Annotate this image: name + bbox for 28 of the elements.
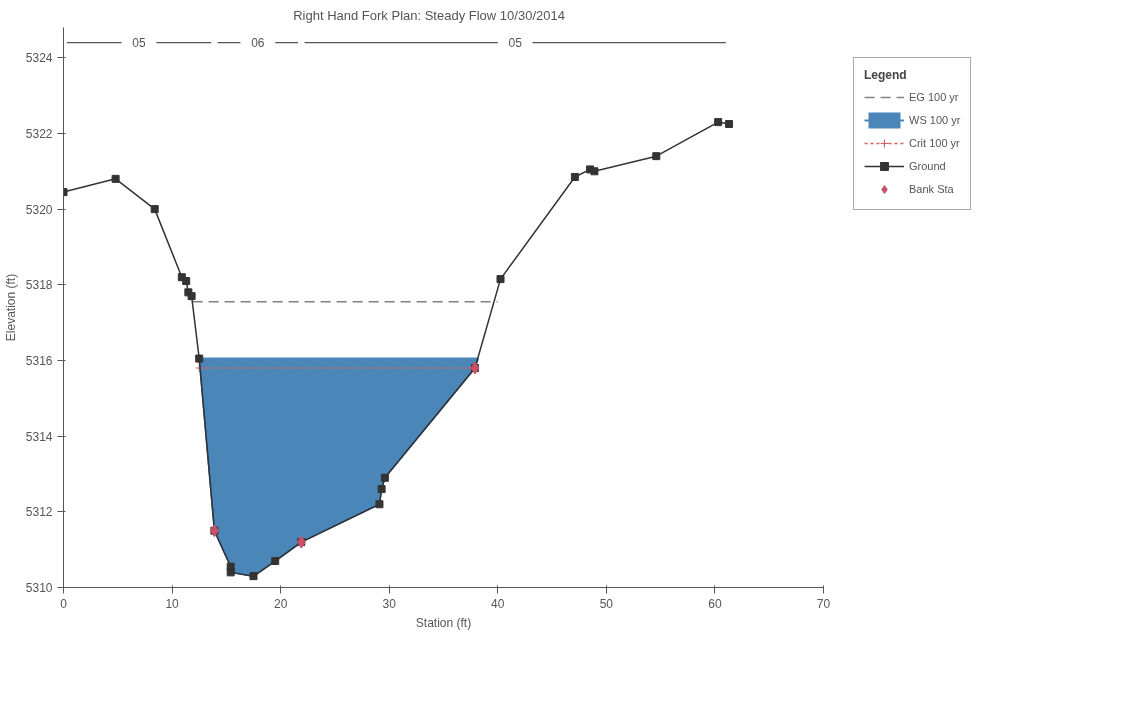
x-axis-title: Station (ft) [415, 615, 472, 630]
x-tick-label: 40 [491, 596, 505, 611]
x-tick-label: 30 [382, 596, 397, 611]
y-tick-label: 5320 [25, 202, 53, 217]
legend-label: Ground [909, 160, 946, 172]
chart-title: Right Hand Fork Plan: Steady Flow 10/30/2014 [293, 7, 565, 23]
x-tick-label: 20 [273, 596, 288, 611]
x-tick-label: 50 [599, 596, 614, 611]
x-tick-label: 0 [60, 596, 68, 611]
y-tick-label: 5318 [25, 278, 53, 293]
annotation: 06 [251, 36, 265, 51]
y-tick-label: 5314 [25, 429, 53, 444]
annotation: 05 [508, 36, 523, 51]
annotation: 05 [132, 36, 146, 51]
x-tick-label: 70 [816, 596, 831, 611]
y-tick-label: 5310 [25, 581, 53, 595]
legend-title: Legend [864, 68, 908, 82]
x-tick-label: 10 [165, 596, 180, 611]
x-tick-label: 60 [708, 596, 722, 611]
legend-label: Bank Sta [909, 183, 954, 195]
y-tick-label: 5322 [25, 126, 53, 141]
y-axis-title: Elevation (ft) [3, 273, 18, 342]
y-tick-label: 5316 [25, 353, 53, 368]
y-tick-label: 5324 [25, 51, 53, 66]
y-tick-label: 5312 [25, 505, 53, 520]
legend-label: Crit 100 yr [909, 137, 960, 149]
legend-label: EG 100 yr [909, 91, 959, 103]
legend-label: WS 100 yr [909, 114, 961, 126]
